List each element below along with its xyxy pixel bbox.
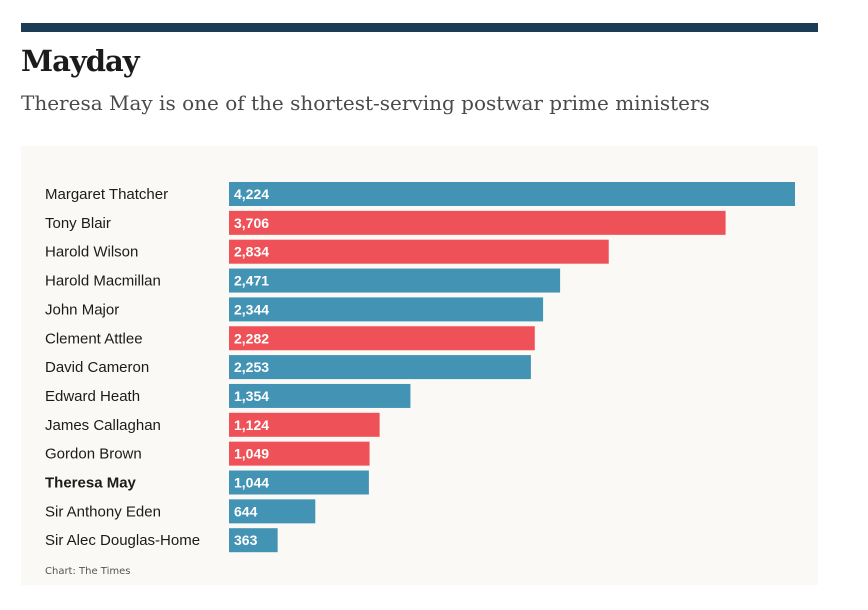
category-label: David Cameron xyxy=(45,359,149,376)
bar-chart: Margaret Thatcher 4,224 Tony Blair 3,706 Har… xyxy=(45,182,795,553)
value-label: 2,253 xyxy=(234,359,269,375)
bar xyxy=(229,499,316,524)
chart-panel: Margaret Thatcher 4,224 Tony Blair 3,706 Har… xyxy=(21,146,818,585)
top-rule xyxy=(21,23,818,32)
value-label: 2,282 xyxy=(234,330,269,346)
bar xyxy=(229,297,544,322)
category-label: Clement Attlee xyxy=(45,330,143,347)
value-label: 1,049 xyxy=(234,446,269,462)
bar xyxy=(229,441,370,466)
category-label: Theresa May xyxy=(45,475,137,492)
value-label: 2,344 xyxy=(234,301,269,317)
value-label: 1,044 xyxy=(234,475,269,491)
bar xyxy=(229,326,535,351)
bar xyxy=(229,528,278,553)
value-label: 1,124 xyxy=(234,417,269,433)
chart-title: Mayday xyxy=(21,44,140,78)
bar xyxy=(229,182,795,206)
value-label: 1,354 xyxy=(234,388,269,404)
category-label: Sir Anthony Eden xyxy=(45,503,161,520)
chart-subtitle: Theresa May is one of the shortest-servi… xyxy=(21,91,710,115)
bar xyxy=(229,470,369,495)
category-label: James Callaghan xyxy=(45,417,161,434)
category-label: John Major xyxy=(45,301,119,318)
value-label: 363 xyxy=(234,532,258,548)
value-label: 644 xyxy=(234,503,258,519)
category-label: Edward Heath xyxy=(45,388,140,405)
bar xyxy=(229,268,561,293)
category-label: Margaret Thatcher xyxy=(45,186,168,203)
category-label: Gordon Brown xyxy=(45,446,142,463)
value-label: 4,224 xyxy=(234,186,269,202)
value-label: 2,834 xyxy=(234,244,269,260)
value-label: 2,471 xyxy=(234,273,269,289)
bar xyxy=(229,383,411,408)
bar xyxy=(229,412,380,437)
bar xyxy=(229,210,726,235)
value-label: 3,706 xyxy=(234,215,269,231)
chart-source: Chart: The Times xyxy=(45,566,131,577)
bar xyxy=(229,239,609,264)
category-label: Sir Alec Douglas-Home xyxy=(45,532,200,549)
category-label: Tony Blair xyxy=(45,215,111,232)
category-label: Harold Wilson xyxy=(45,244,138,261)
category-label: Harold Macmillan xyxy=(45,273,161,290)
bar xyxy=(229,355,531,380)
